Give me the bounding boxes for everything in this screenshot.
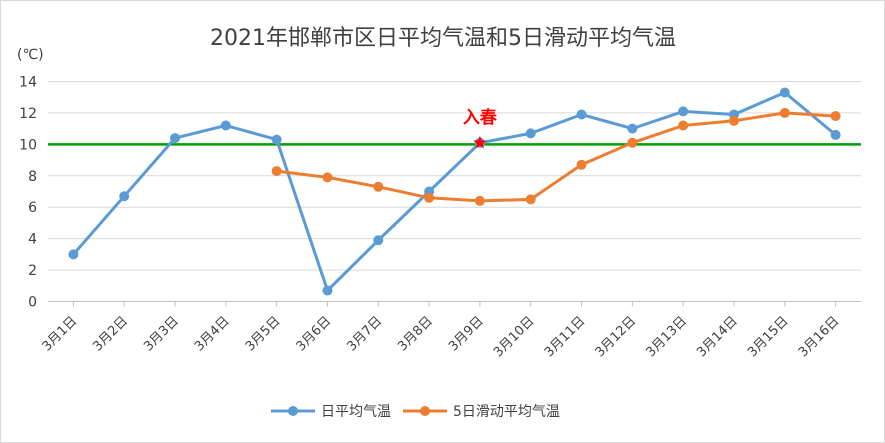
data-point (474, 195, 485, 206)
data-point (779, 87, 790, 98)
data-point (779, 107, 790, 118)
x-tick-label: 3月13日 (643, 314, 690, 361)
data-point (373, 181, 384, 192)
x-tick-label: 3月2日 (90, 314, 131, 355)
data-point (322, 172, 333, 183)
annotation-label: 入春 (463, 107, 497, 128)
x-tick-label: 3月1日 (40, 314, 81, 355)
data-point (830, 129, 841, 140)
y-tick-label: 8 (28, 169, 37, 185)
y-axis-unit: (℃) (17, 47, 44, 63)
data-point (119, 191, 130, 202)
y-tick-label: 2 (28, 263, 37, 279)
data-point (678, 106, 689, 117)
x-tick-label: 3月8日 (395, 314, 436, 355)
legend-label: 日平均气温 (321, 404, 391, 420)
data-point (627, 123, 638, 134)
data-point (525, 128, 536, 139)
data-point (322, 285, 333, 296)
x-tick-label: 3月3日 (141, 314, 182, 355)
legend-swatch-marker (288, 406, 298, 416)
y-tick-label: 10 (19, 137, 37, 153)
data-point (830, 111, 841, 122)
x-tick-label: 3月9日 (446, 314, 487, 355)
data-point (525, 194, 536, 205)
x-tick-label: 3月16日 (796, 314, 843, 361)
data-point (170, 133, 181, 144)
x-tick-label: 3月11日 (542, 314, 589, 361)
data-point (271, 134, 282, 145)
y-tick-label: 12 (19, 106, 37, 122)
data-point (728, 115, 739, 126)
y-tick-label: 14 (19, 75, 37, 91)
x-tick-label: 3月10日 (491, 314, 538, 361)
y-tick-label: 0 (28, 295, 37, 311)
x-tick-label: 3月15日 (745, 314, 792, 361)
y-tick-label: 4 (28, 232, 37, 248)
annotation: 入春 (463, 107, 497, 149)
data-point (627, 137, 638, 148)
star-marker (473, 135, 487, 149)
data-point (424, 192, 435, 203)
data-point (576, 109, 587, 120)
data-point (271, 166, 282, 177)
x-tick-label: 3月6日 (294, 314, 335, 355)
chart-title: 2021年邯郸市区日平均气温和5日滑动平均气温 (210, 26, 676, 51)
data-point (373, 235, 384, 246)
data-point (68, 249, 79, 260)
x-tick-label: 3月7日 (344, 314, 385, 355)
data-point (678, 120, 689, 131)
x-tick-label: 3月12日 (593, 314, 640, 361)
series-line-1 (275, 111, 838, 203)
x-tick-label: 3月5日 (243, 314, 284, 355)
data-point (576, 159, 587, 170)
legend: 日平均气温 5日滑动平均气温 (271, 403, 560, 420)
x-tick-label: 3月4日 (192, 314, 233, 355)
legend-swatch-marker (420, 406, 430, 416)
series-line-0 (71, 91, 838, 292)
legend-label: 5日滑动平均气温 (453, 403, 560, 420)
series-lines (68, 87, 841, 296)
data-point (220, 120, 231, 131)
x-tick-label: 3月14日 (694, 314, 741, 361)
y-tick-label: 6 (28, 200, 37, 216)
